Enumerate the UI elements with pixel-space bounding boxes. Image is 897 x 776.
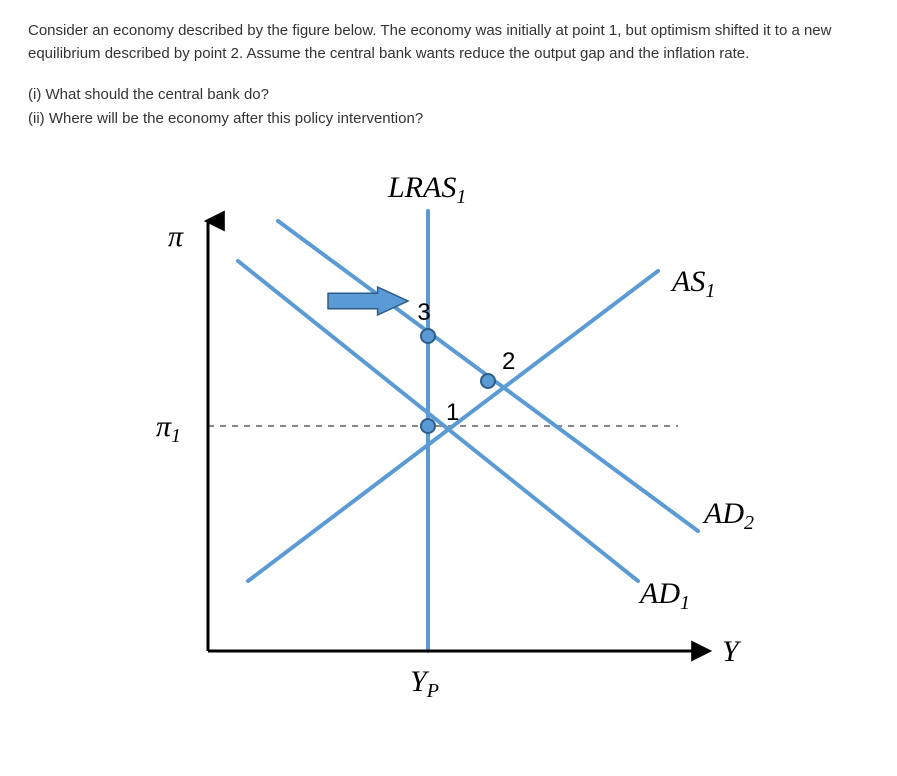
- question-part-i: (i) What should the central bank do?: [28, 83, 869, 107]
- lras-label: LRAS1: [387, 171, 466, 208]
- point-1-label: 1: [446, 399, 459, 426]
- as1-label: AS1: [670, 265, 715, 302]
- ad2-label: AD2: [702, 497, 754, 534]
- ad1-curve: [238, 261, 638, 581]
- economics-chart: 1 2 3 π Yπ1 YP LRAS1 AS1 AD2 AD1: [98, 161, 798, 721]
- point-1: [421, 419, 435, 433]
- y-axis-label: π: [168, 220, 184, 253]
- point-2: [481, 374, 495, 388]
- pi1-label: π1: [156, 410, 181, 447]
- question-part-ii: (ii) Where will be the economy after thi…: [28, 107, 869, 131]
- point-3: [421, 329, 435, 343]
- shift-arrow-icon: [328, 287, 408, 315]
- figure-container: 1 2 3 π Yπ1 YP LRAS1 AS1 AD2 AD1: [28, 161, 869, 721]
- question-page: Consider an economy described by the fig…: [0, 0, 897, 741]
- point-2-label: 2: [502, 348, 515, 375]
- ad1-label: AD1: [638, 577, 690, 614]
- question-parts: (i) What should the central bank do? (ii…: [28, 83, 869, 131]
- yp-label: YP: [410, 665, 439, 702]
- point-3-label: 3: [417, 299, 430, 326]
- question-intro: Consider an economy described by the fig…: [28, 20, 869, 65]
- x-axis-label: Y: [722, 635, 742, 668]
